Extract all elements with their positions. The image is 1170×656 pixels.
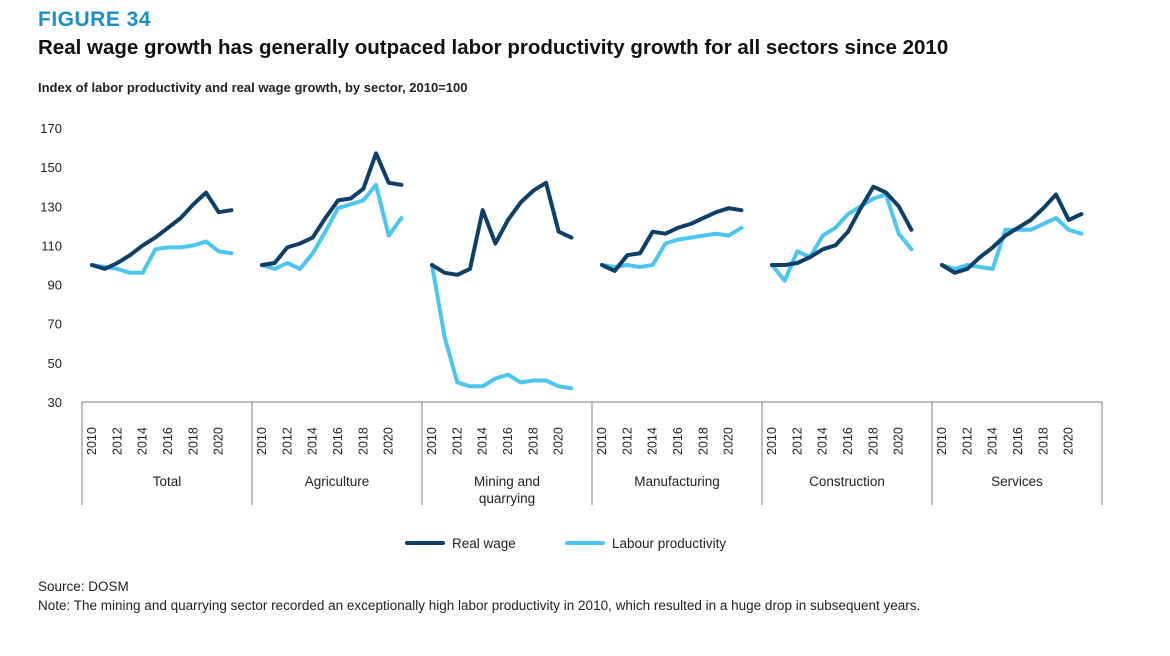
figure-label: FIGURE 34 xyxy=(38,8,152,31)
y-tick-label: 130 xyxy=(40,199,62,214)
y-tick-label: 50 xyxy=(48,356,62,371)
x-tick-label: 2016 xyxy=(501,427,515,455)
real-wage-line xyxy=(90,190,234,271)
footnote: Note: The mining and quarrying sector re… xyxy=(38,598,921,613)
labour-productivity-line xyxy=(90,239,234,275)
group-label: Agriculture xyxy=(305,474,370,489)
real-wage-line xyxy=(940,192,1084,275)
x-tick-label: 2012 xyxy=(280,427,294,455)
y-tick-label: 90 xyxy=(48,278,62,293)
x-tick-label: 2018 xyxy=(526,427,540,455)
x-tick-label: 2018 xyxy=(186,427,200,455)
x-tick-label: 2014 xyxy=(646,427,660,455)
y-tick-label: 170 xyxy=(40,121,62,136)
x-tick-label: 2018 xyxy=(356,427,370,455)
source-note: Source: DOSM xyxy=(38,579,129,594)
labour-productivity-line xyxy=(940,216,1084,271)
chart-title: Real wage growth has generally outpaced … xyxy=(38,36,949,59)
x-tick-label: 2010 xyxy=(425,427,439,455)
y-tick-label: 70 xyxy=(48,317,62,332)
group-label: Manufacturing xyxy=(634,474,720,489)
x-tick-label: 2020 xyxy=(382,427,396,455)
group-label: Services xyxy=(991,474,1043,489)
x-tick-label: 2010 xyxy=(935,427,949,455)
legend-labour-productivity-label: Labour productivity xyxy=(612,536,726,551)
real-wage-line xyxy=(430,180,574,277)
y-tick-label: 110 xyxy=(41,238,62,253)
x-tick-label: 2012 xyxy=(960,427,974,455)
labour-productivity-line xyxy=(430,263,574,391)
chart-footer: Source: DOSM Note: The mining and quarry… xyxy=(38,577,920,615)
labour-productivity-line xyxy=(260,182,404,271)
group-label: Mining and xyxy=(474,474,540,489)
x-tick-label: 2020 xyxy=(722,427,736,455)
real-wage-line xyxy=(260,151,404,267)
y-tick-label: 150 xyxy=(40,160,62,175)
legend-real-wage-label: Real wage xyxy=(452,536,516,551)
x-tick-label: 2014 xyxy=(476,427,490,455)
x-tick-label: 2016 xyxy=(1011,427,1025,455)
group-label: quarrying xyxy=(479,491,535,506)
labour-productivity-line xyxy=(770,192,914,283)
real-wage-line xyxy=(600,206,744,273)
group-label: Total xyxy=(153,474,182,489)
x-tick-label: 2010 xyxy=(765,427,779,455)
y-tick-label: 30 xyxy=(48,395,62,410)
x-tick-label: 2014 xyxy=(816,427,830,455)
x-tick-label: 2016 xyxy=(331,427,345,455)
x-tick-label: 2016 xyxy=(841,427,855,455)
x-tick-label: 2016 xyxy=(671,427,685,455)
x-tick-label: 2016 xyxy=(161,427,175,455)
x-tick-label: 2012 xyxy=(790,427,804,455)
x-tick-label: 2014 xyxy=(986,427,1000,455)
x-tick-label: 2010 xyxy=(595,427,609,455)
x-tick-label: 2020 xyxy=(892,427,906,455)
x-tick-label: 2018 xyxy=(1036,427,1050,455)
x-tick-label: 2018 xyxy=(696,427,710,455)
x-tick-label: 2010 xyxy=(255,427,269,455)
x-tick-label: 2020 xyxy=(1062,427,1076,455)
x-tick-label: 2014 xyxy=(306,427,320,455)
x-tick-label: 2020 xyxy=(212,427,226,455)
x-tick-label: 2012 xyxy=(450,427,464,455)
chart-subtitle: Index of labor productivity and real wag… xyxy=(38,80,468,95)
group-label: Construction xyxy=(809,474,885,489)
x-tick-label: 2012 xyxy=(110,427,124,455)
real-wage-line xyxy=(770,184,914,267)
x-tick-label: 2012 xyxy=(620,427,634,455)
x-tick-label: 2014 xyxy=(136,427,150,455)
labour-productivity-line xyxy=(600,225,744,269)
x-tick-label: 2020 xyxy=(552,427,566,455)
x-tick-label: 2018 xyxy=(866,427,880,455)
x-tick-label: 2010 xyxy=(85,427,99,455)
